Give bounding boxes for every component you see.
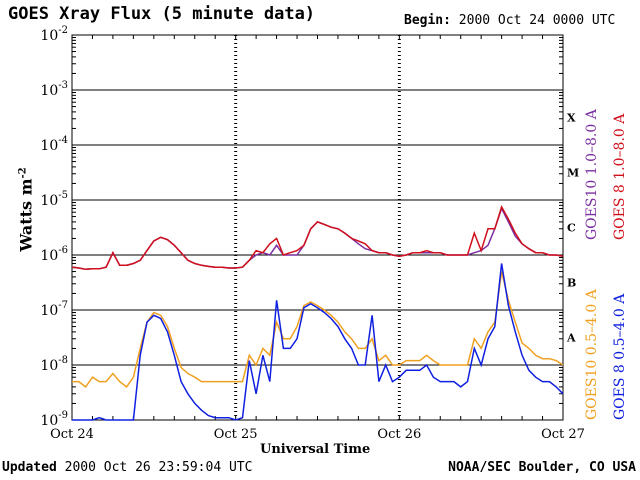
y-tick-label: 10-6 <box>40 245 68 264</box>
y-tick-label: 10-8 <box>40 355 68 374</box>
series-line-1 <box>71 205 564 271</box>
y-tick-label: 10-3 <box>40 80 68 99</box>
credit-text: NOAA/SEC Boulder, CO USA <box>448 460 636 475</box>
chart-title: GOES Xray Flux (5 minute data) <box>8 4 316 24</box>
legend-entry-3: GOES 8 0.5–4.0 A <box>612 293 628 420</box>
flare-class-label: B <box>567 277 576 290</box>
begin-value: 2000 Oct 24 0000 UTC <box>458 13 616 28</box>
legend-entry-0: GOES10 1.0–8.0 A <box>584 108 600 240</box>
flare-class-label: X <box>567 112 576 125</box>
y-tick-label: 10-2 <box>40 25 68 44</box>
updated-label: Updated <box>2 460 57 475</box>
legend-entry-1: GOES 8 1.0–8.0 A <box>612 113 628 240</box>
x-tick-label: Oct 25 <box>214 427 258 442</box>
legend-entry-2: GOES10 0.5–4.0 A <box>584 288 600 420</box>
series-line-0 <box>71 206 564 271</box>
updated-timestamp: Updated 2000 Oct 26 23:59:04 UTC <box>2 460 252 475</box>
updated-value: 2000 Oct 26 23:59:04 UTC <box>64 460 253 475</box>
y-tick-label: 10-4 <box>40 135 68 154</box>
x-tick-label: Oct 27 <box>541 427 585 442</box>
series-line-2 <box>72 271 564 388</box>
y-tick-label: 10-5 <box>40 190 68 209</box>
x-tick-label: Oct 26 <box>377 427 421 442</box>
plot-frame <box>71 34 564 421</box>
begin-label: Begin: <box>404 13 451 28</box>
begin-timestamp: Begin: 2000 Oct 24 0000 UTC <box>404 13 615 28</box>
x-axis-title: Universal Time <box>260 442 371 457</box>
y-tick-label: 10-7 <box>40 300 68 319</box>
flare-class-label: M <box>567 167 579 180</box>
flare-class-label: C <box>567 222 576 235</box>
series-line-3 <box>72 263 564 421</box>
flare-class-label: A <box>566 332 576 345</box>
x-tick-label: Oct 24 <box>50 427 94 442</box>
